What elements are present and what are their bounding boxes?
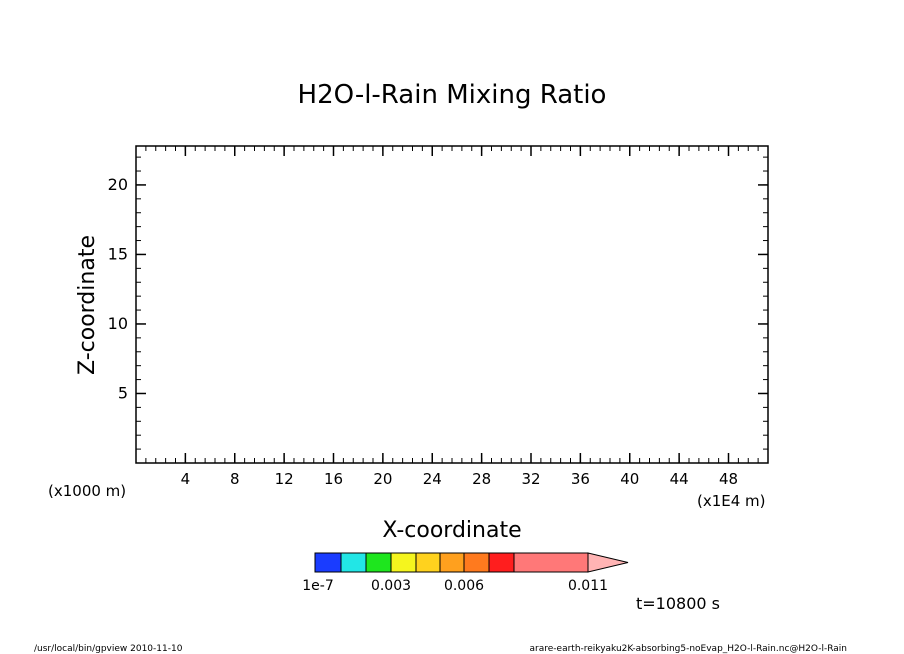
y-tick-label: 5 xyxy=(118,383,128,402)
colorbar-label: 0.011 xyxy=(568,578,608,594)
x-tick-labels: 4 8 12 16 20 24 28 32 36 40 44 48 xyxy=(181,470,738,488)
colorbar-segment xyxy=(365,552,392,573)
colorbar-segment xyxy=(390,552,417,573)
x-tick-label: 36 xyxy=(571,470,590,488)
x-tick-label: 8 xyxy=(230,470,240,488)
colorbar-segment xyxy=(439,552,465,573)
x-axis-label: X-coordinate xyxy=(382,518,521,543)
x-tick-label: 32 xyxy=(521,470,540,488)
colorbar-labels: 1e-7 0.003 0.006 0.011 xyxy=(302,578,608,594)
y-axis-label: Z-coordinate xyxy=(75,235,100,375)
plot-area xyxy=(135,145,769,464)
y-tick-label: 10 xyxy=(108,314,128,333)
y-tick-labels: 5 10 15 20 xyxy=(108,175,128,403)
colorbar-segment xyxy=(340,552,367,573)
x-tick-label: 16 xyxy=(324,470,343,488)
x-tick-label: 4 xyxy=(181,470,191,488)
x-tick-label: 20 xyxy=(373,470,392,488)
y-unit-label: (x1000 m) xyxy=(48,482,126,500)
footer-right: arare-earth-reikyaku2K-absorbing5-noEvap… xyxy=(530,644,847,654)
x-tick-label: 24 xyxy=(423,470,442,488)
y-tick-label: 15 xyxy=(108,244,128,263)
x-tick-label: 40 xyxy=(620,470,639,488)
colorbar-segment xyxy=(513,552,589,573)
colorbar-segment xyxy=(488,552,515,573)
y-tick-label: 20 xyxy=(108,175,128,194)
x-tick-label: 48 xyxy=(719,470,738,488)
x-tick-label: 44 xyxy=(670,470,689,488)
colorbar-segment xyxy=(463,552,490,573)
x-tick-label: 28 xyxy=(472,470,491,488)
footer-left: /usr/local/bin/gpview 2010-11-10 xyxy=(34,644,183,654)
time-label: t=10800 s xyxy=(636,594,720,613)
colorbar-segment xyxy=(415,552,441,573)
x-tick-label: 12 xyxy=(275,470,294,488)
x-unit-label: (x1E4 m) xyxy=(697,492,766,510)
colorbar xyxy=(314,552,629,573)
axis-ticks xyxy=(136,146,768,463)
colorbar-label: 1e-7 xyxy=(302,578,333,594)
colorbar-segment xyxy=(314,552,342,573)
chart-title: H2O-l-Rain Mixing Ratio xyxy=(298,80,607,110)
colorbar-extension-arrow xyxy=(587,552,629,573)
colorbar-label: 0.003 xyxy=(371,578,411,594)
colorbar-label: 0.006 xyxy=(444,578,484,594)
